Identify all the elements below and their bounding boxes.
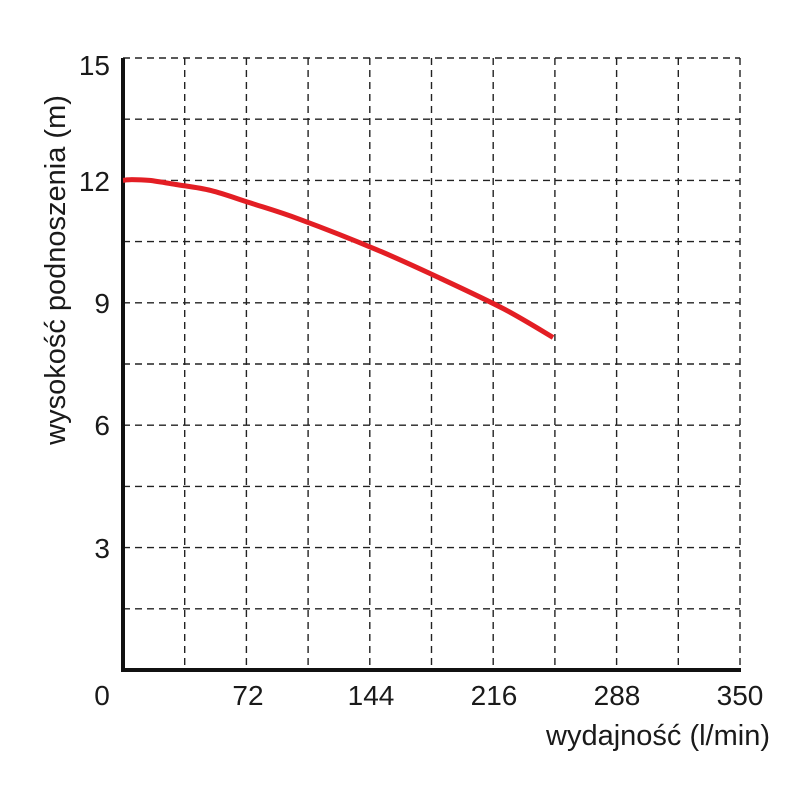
x-tick-label: 288 <box>594 680 641 711</box>
axes <box>121 58 741 672</box>
y-tick-label: 9 <box>94 288 110 319</box>
y-tick-label: 15 <box>79 50 110 81</box>
series-layer <box>122 177 555 340</box>
y-tick-label: 3 <box>94 533 110 564</box>
x-axis-label: wydajność (l/min) <box>545 720 770 752</box>
x-tick-label: 144 <box>348 680 395 711</box>
y-axis-label: wysokość podnoszenia (m) <box>40 95 72 446</box>
series-line <box>122 177 555 340</box>
x-tick-label: 0 <box>94 680 110 711</box>
tick-labels: 0 72 144 216 288 350 3 6 9 12 15 <box>79 50 764 711</box>
y-tick-label: 6 <box>94 410 110 441</box>
x-tick-label: 350 <box>717 680 764 711</box>
x-tick-label: 72 <box>232 680 263 711</box>
x-tick-label: 216 <box>471 680 518 711</box>
y-tick-label: 12 <box>79 166 110 197</box>
grid <box>123 57 741 670</box>
